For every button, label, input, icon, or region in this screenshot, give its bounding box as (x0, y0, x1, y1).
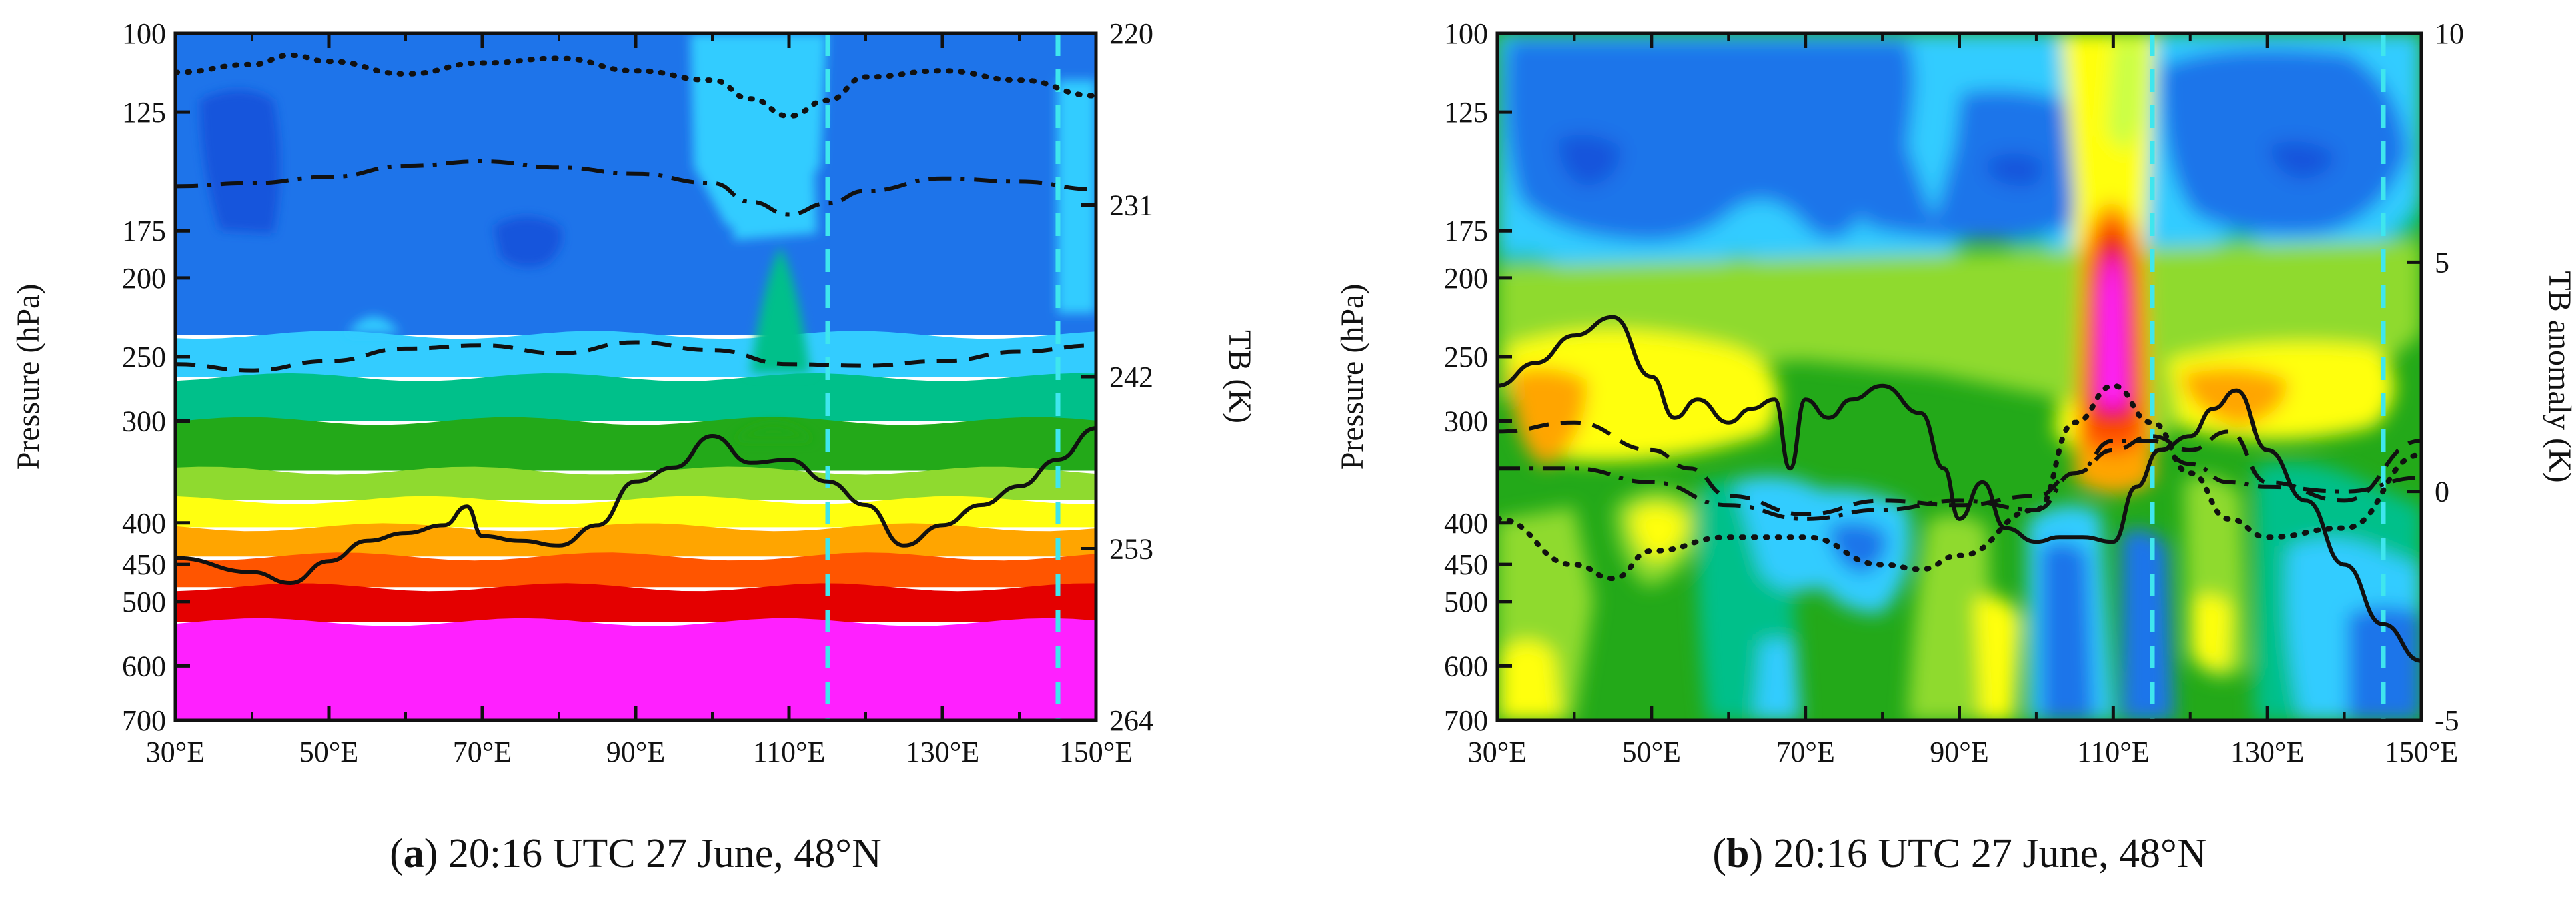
panel-a-features (200, 33, 1096, 440)
panel-a-contour-band-0 (175, 33, 1096, 335)
panel-a-dashdot-line (175, 159, 1096, 217)
panel-a-caption-letter: a (404, 831, 424, 876)
y-right-tick-label: 5 (2435, 246, 2449, 279)
panel-b-caption: (b) 20:16 UTC 27 June, 48°N (1712, 831, 2206, 876)
panel-a-contour-band-5 (175, 496, 1096, 528)
y-left-tick-label: 200 (122, 262, 166, 295)
x-tick-label: 110°E (753, 736, 826, 768)
y-left-tick-label: 400 (1444, 507, 1488, 540)
y-left-tick-label: 300 (1444, 405, 1488, 438)
y-right-tick-label: 264 (1109, 704, 1153, 737)
panel-a: 100 125 175 200 250 300 400 450 500 600 700 220 231 2… (11, 17, 1257, 876)
y-left-tick-label: 400 (122, 507, 166, 540)
x-tick-label: 130°E (2230, 736, 2304, 768)
x-tick-label: 90°E (1930, 736, 1988, 768)
panel-b-dotted-line (1497, 383, 2421, 582)
x-tick-label: 90°E (606, 736, 665, 768)
x-tick-label: 150°E (1059, 736, 1133, 768)
panel-a-light-band-top (730, 143, 817, 240)
y-left-tick-label: 600 (122, 650, 166, 682)
x-tick-label: 70°E (1776, 736, 1834, 768)
y-left-tick-label: 600 (1444, 650, 1488, 682)
y-right-tick-label: 0 (2435, 476, 2449, 508)
y-left-tick-label: 450 (1444, 548, 1488, 581)
panel-a-contour-fill (175, 33, 1096, 720)
y-right-tick-label: 10 (2435, 17, 2464, 50)
panel-a-dark-blob-2 (494, 217, 562, 267)
y-left-tick-label: 500 (1444, 586, 1488, 618)
x-tick-label: 30°E (146, 736, 205, 768)
y-left-tick-label: 700 (1444, 704, 1488, 737)
panel-b-dashdot-line (1497, 439, 2421, 521)
panel-b-caption-text: ) 20:16 UTC 27 June, 48°N (1750, 831, 2207, 876)
panel-a-ylabel-left: Pressure (hPa) (11, 284, 46, 470)
panel-a-axes: 100 125 175 200 250 300 400 450 500 600 700 220 231 2… (122, 17, 1153, 768)
panel-b: 100 125 175 200 250 300 400 450 500 600 700 10 5 0 -5 3… (1335, 17, 2576, 876)
y-left-tick-label: 125 (1444, 96, 1488, 129)
panel-a-dotted-line (175, 52, 1096, 119)
y-right-tick-label: 231 (1109, 189, 1153, 222)
y-right-tick-label: 253 (1109, 533, 1153, 566)
y-left-tick-label: 125 (122, 96, 166, 129)
x-tick-label: 50°E (1622, 736, 1681, 768)
panel-b-axes: 100 125 175 200 250 300 400 450 500 600 700 10 5 0 -5 3… (1444, 17, 2464, 768)
y-left-tick-label: 175 (1444, 215, 1488, 247)
panel-a-right-light-strip (1057, 80, 1096, 313)
y-left-tick-label: 100 (1444, 17, 1488, 50)
panel-a-dashed-line (175, 340, 1096, 373)
x-tick-label: 30°E (1468, 736, 1527, 768)
panel-a-contour-band-9 (175, 618, 1096, 720)
x-tick-label: 110°E (2077, 736, 2150, 768)
panel-a-contour-band-3 (175, 417, 1096, 471)
panel-a-contour-band-7 (175, 552, 1096, 588)
panel-a-markers (825, 33, 1061, 720)
y-left-tick-label: 250 (1444, 341, 1488, 373)
panel-b-ylabel-right: TB anomaly (K) (2542, 271, 2576, 482)
y-left-tick-label: 200 (1444, 262, 1488, 295)
panel-a-green-plume (750, 247, 810, 373)
panel-a-ylabel-right: TB (K) (1222, 330, 1257, 423)
y-left-tick-label: 250 (122, 341, 166, 373)
y-right-tick-label: -5 (2435, 704, 2459, 737)
panel-a-caption: (a) 20:16 UTC 27 June, 48°N (390, 831, 882, 876)
x-tick-label: 130°E (906, 736, 979, 768)
y-right-tick-label: 220 (1109, 17, 1153, 50)
panel-b-dashed-line (1497, 420, 2421, 517)
panel-a-contour-band-1 (175, 331, 1096, 377)
panel-b-markers (2150, 33, 2386, 720)
panel-a-contour-band-2 (175, 373, 1096, 421)
y-left-tick-label: 500 (122, 586, 166, 618)
panel-a-blue-bump (347, 317, 400, 333)
y-left-tick-label: 175 (122, 215, 166, 247)
panel-a-contour-band-8 (175, 583, 1096, 622)
x-tick-label: 50°E (299, 736, 358, 768)
x-tick-label: 70°E (453, 736, 512, 768)
panel-a-dark-blob-1 (200, 90, 280, 233)
y-right-tick-label: 242 (1109, 361, 1153, 393)
panel-b-anomaly-lines (1497, 315, 2421, 663)
x-tick-label: 150°E (2385, 736, 2458, 768)
panel-a-caption-text: ) 20:16 UTC 27 June, 48°N (424, 831, 882, 876)
panel-a-tb-lines (175, 52, 1096, 586)
y-left-tick-label: 100 (122, 17, 166, 50)
y-left-tick-label: 450 (122, 548, 166, 581)
panel-b-solid-line (1497, 315, 2421, 663)
panel-b-contour-field (1497, 33, 2421, 720)
panel-a-green-bump (734, 423, 814, 440)
y-left-tick-label: 300 (122, 405, 166, 438)
y-left-tick-label: 700 (122, 704, 166, 737)
panel-a-solid-line (175, 426, 1096, 586)
panel-b-ylabel-left: Pressure (hPa) (1335, 284, 1370, 470)
panel-b-caption-letter: b (1726, 831, 1749, 876)
panel-a-contour-band-6 (175, 523, 1096, 557)
